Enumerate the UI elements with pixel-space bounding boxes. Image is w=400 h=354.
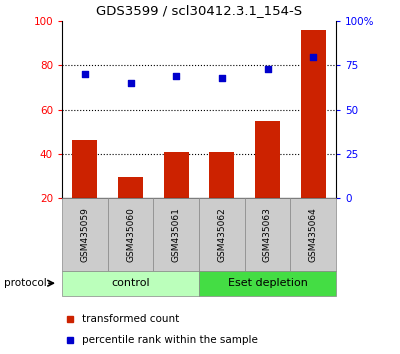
Point	[82, 72, 88, 77]
Text: control: control	[111, 278, 150, 288]
Point	[264, 66, 271, 72]
Title: GDS3599 / scl30412.3.1_154-S: GDS3599 / scl30412.3.1_154-S	[96, 4, 302, 17]
Text: GSM435064: GSM435064	[309, 207, 318, 262]
Point	[127, 80, 134, 86]
Bar	[62, 198, 108, 271]
Point	[219, 75, 225, 81]
Bar	[118, 177, 143, 198]
Point	[310, 54, 316, 59]
Point	[173, 73, 179, 79]
Text: GSM435060: GSM435060	[126, 207, 135, 262]
Bar	[255, 121, 280, 198]
Text: GSM435059: GSM435059	[80, 207, 89, 262]
Bar	[245, 198, 290, 271]
Bar	[62, 271, 199, 296]
Text: percentile rank within the sample: percentile rank within the sample	[82, 335, 258, 345]
Bar	[301, 30, 326, 198]
Text: protocol: protocol	[4, 278, 47, 288]
Bar	[108, 198, 153, 271]
Bar	[153, 198, 199, 271]
Text: transformed count: transformed count	[82, 314, 179, 324]
Bar	[164, 152, 189, 198]
Bar	[199, 271, 336, 296]
Text: GSM435061: GSM435061	[172, 207, 181, 262]
Bar	[72, 139, 97, 198]
Bar	[199, 198, 245, 271]
Bar	[290, 198, 336, 271]
Text: GSM435063: GSM435063	[263, 207, 272, 262]
Text: Eset depletion: Eset depletion	[228, 278, 308, 288]
Text: GSM435062: GSM435062	[217, 207, 226, 262]
Bar	[209, 152, 234, 198]
